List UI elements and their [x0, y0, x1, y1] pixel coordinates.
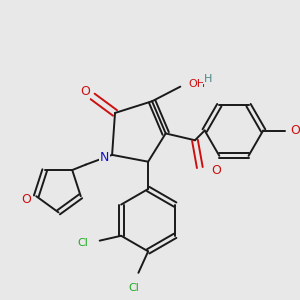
- Text: OH: OH: [188, 79, 205, 89]
- Text: H: H: [203, 74, 212, 84]
- Text: O: O: [212, 164, 221, 177]
- Text: O: O: [22, 193, 32, 206]
- Text: Cl: Cl: [128, 283, 139, 292]
- Text: O: O: [80, 85, 90, 98]
- Text: O: O: [290, 124, 300, 137]
- Text: Cl: Cl: [77, 238, 88, 248]
- Text: N: N: [100, 151, 109, 164]
